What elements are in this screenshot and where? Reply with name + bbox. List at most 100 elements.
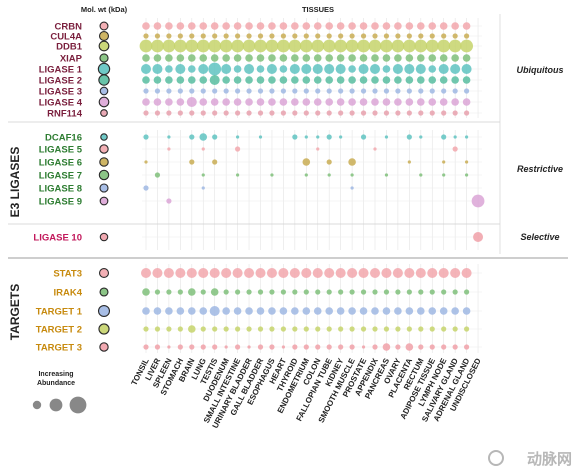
- bubble: [154, 110, 161, 116]
- protein-label: LIGASE 4: [39, 98, 83, 109]
- bubble: [163, 268, 174, 278]
- bubble: [359, 98, 368, 106]
- molwt-circle: [98, 96, 110, 108]
- bubble: [176, 76, 185, 84]
- protein-label: LIGASE 7: [39, 171, 82, 182]
- bubble: [315, 88, 321, 94]
- bubble: [322, 39, 336, 53]
- bubble: [348, 158, 356, 166]
- bubble: [429, 289, 435, 295]
- bubble: [142, 307, 150, 315]
- bubble: [166, 326, 172, 332]
- bubble: [348, 22, 356, 30]
- bubble: [338, 33, 344, 39]
- bubble: [464, 110, 470, 116]
- bubble: [292, 33, 298, 39]
- bubble: [154, 88, 161, 94]
- bubble: [167, 135, 171, 139]
- bubble: [210, 98, 219, 106]
- bubble: [233, 54, 242, 62]
- protein-label: LIGASE 2: [39, 76, 82, 87]
- bubble: [236, 135, 240, 139]
- bubble: [289, 268, 300, 278]
- bubble: [303, 344, 309, 350]
- bubble: [142, 22, 150, 30]
- bubble: [257, 326, 264, 332]
- protein-label: LIGASE 8: [39, 184, 82, 195]
- bubble: [425, 39, 439, 53]
- bubble: [326, 159, 332, 165]
- bubble: [200, 110, 206, 116]
- bubble: [450, 64, 461, 74]
- bubble: [418, 326, 424, 332]
- bubble: [165, 22, 173, 30]
- bubble: [212, 110, 218, 116]
- bubble: [265, 39, 279, 53]
- bubble: [302, 158, 311, 166]
- bubble: [279, 98, 288, 106]
- bubble: [143, 185, 149, 191]
- bubble: [269, 326, 275, 332]
- bubble: [288, 39, 302, 53]
- bubble: [176, 22, 185, 30]
- bubble: [143, 344, 149, 350]
- bubble: [167, 345, 171, 349]
- bubble: [429, 33, 435, 39]
- bubble: [382, 307, 391, 315]
- bubble: [223, 110, 229, 116]
- bubble: [212, 159, 218, 165]
- bubble: [338, 110, 344, 116]
- bubble: [292, 110, 298, 116]
- molwt-circle: [97, 304, 111, 318]
- protein-label: IRAK4: [53, 288, 82, 299]
- bubble: [394, 54, 402, 62]
- bubble: [299, 39, 313, 53]
- grid-lines: [8, 14, 568, 353]
- bubble-marks: [32, 21, 504, 466]
- bubble: [370, 64, 380, 74]
- bubble: [279, 54, 288, 62]
- bubble: [304, 173, 308, 177]
- bubble: [452, 33, 458, 39]
- bubble: [189, 88, 195, 94]
- bubble: [406, 33, 412, 39]
- bubble: [185, 39, 199, 53]
- bubble: [313, 76, 322, 84]
- bubble: [165, 76, 173, 84]
- bubble: [198, 64, 209, 74]
- bubble: [336, 76, 345, 84]
- group-label-e3: E3 LIGASES: [8, 147, 22, 218]
- bubble: [325, 307, 334, 315]
- bubble: [245, 307, 253, 315]
- bubble: [291, 54, 299, 62]
- bubble: [301, 268, 312, 278]
- protein-label: DCAF16: [45, 133, 82, 144]
- bubble: [464, 344, 470, 350]
- protein-label: TARGET 3: [36, 343, 82, 354]
- bubble: [360, 289, 367, 295]
- bubble: [212, 344, 218, 350]
- bubble: [165, 98, 173, 106]
- bubble: [384, 135, 389, 139]
- bubble: [381, 268, 392, 278]
- bubble: [268, 307, 276, 315]
- bubble: [427, 268, 438, 278]
- molwt-circle: [99, 232, 109, 242]
- bubble: [383, 33, 390, 39]
- bubble: [358, 64, 369, 74]
- bubble: [357, 39, 370, 53]
- bubble: [448, 39, 462, 53]
- bubble: [280, 110, 286, 116]
- bubble: [151, 39, 164, 53]
- bubble: [326, 289, 332, 295]
- bubble: [349, 33, 355, 39]
- bubble: [291, 307, 299, 315]
- bubble: [244, 64, 255, 74]
- bubble: [452, 344, 458, 350]
- molwt-header: Mol. wt (kDa): [81, 5, 128, 14]
- bubble: [188, 76, 196, 84]
- bubble: [392, 268, 403, 278]
- bubble: [162, 39, 176, 53]
- bubble: [189, 33, 195, 39]
